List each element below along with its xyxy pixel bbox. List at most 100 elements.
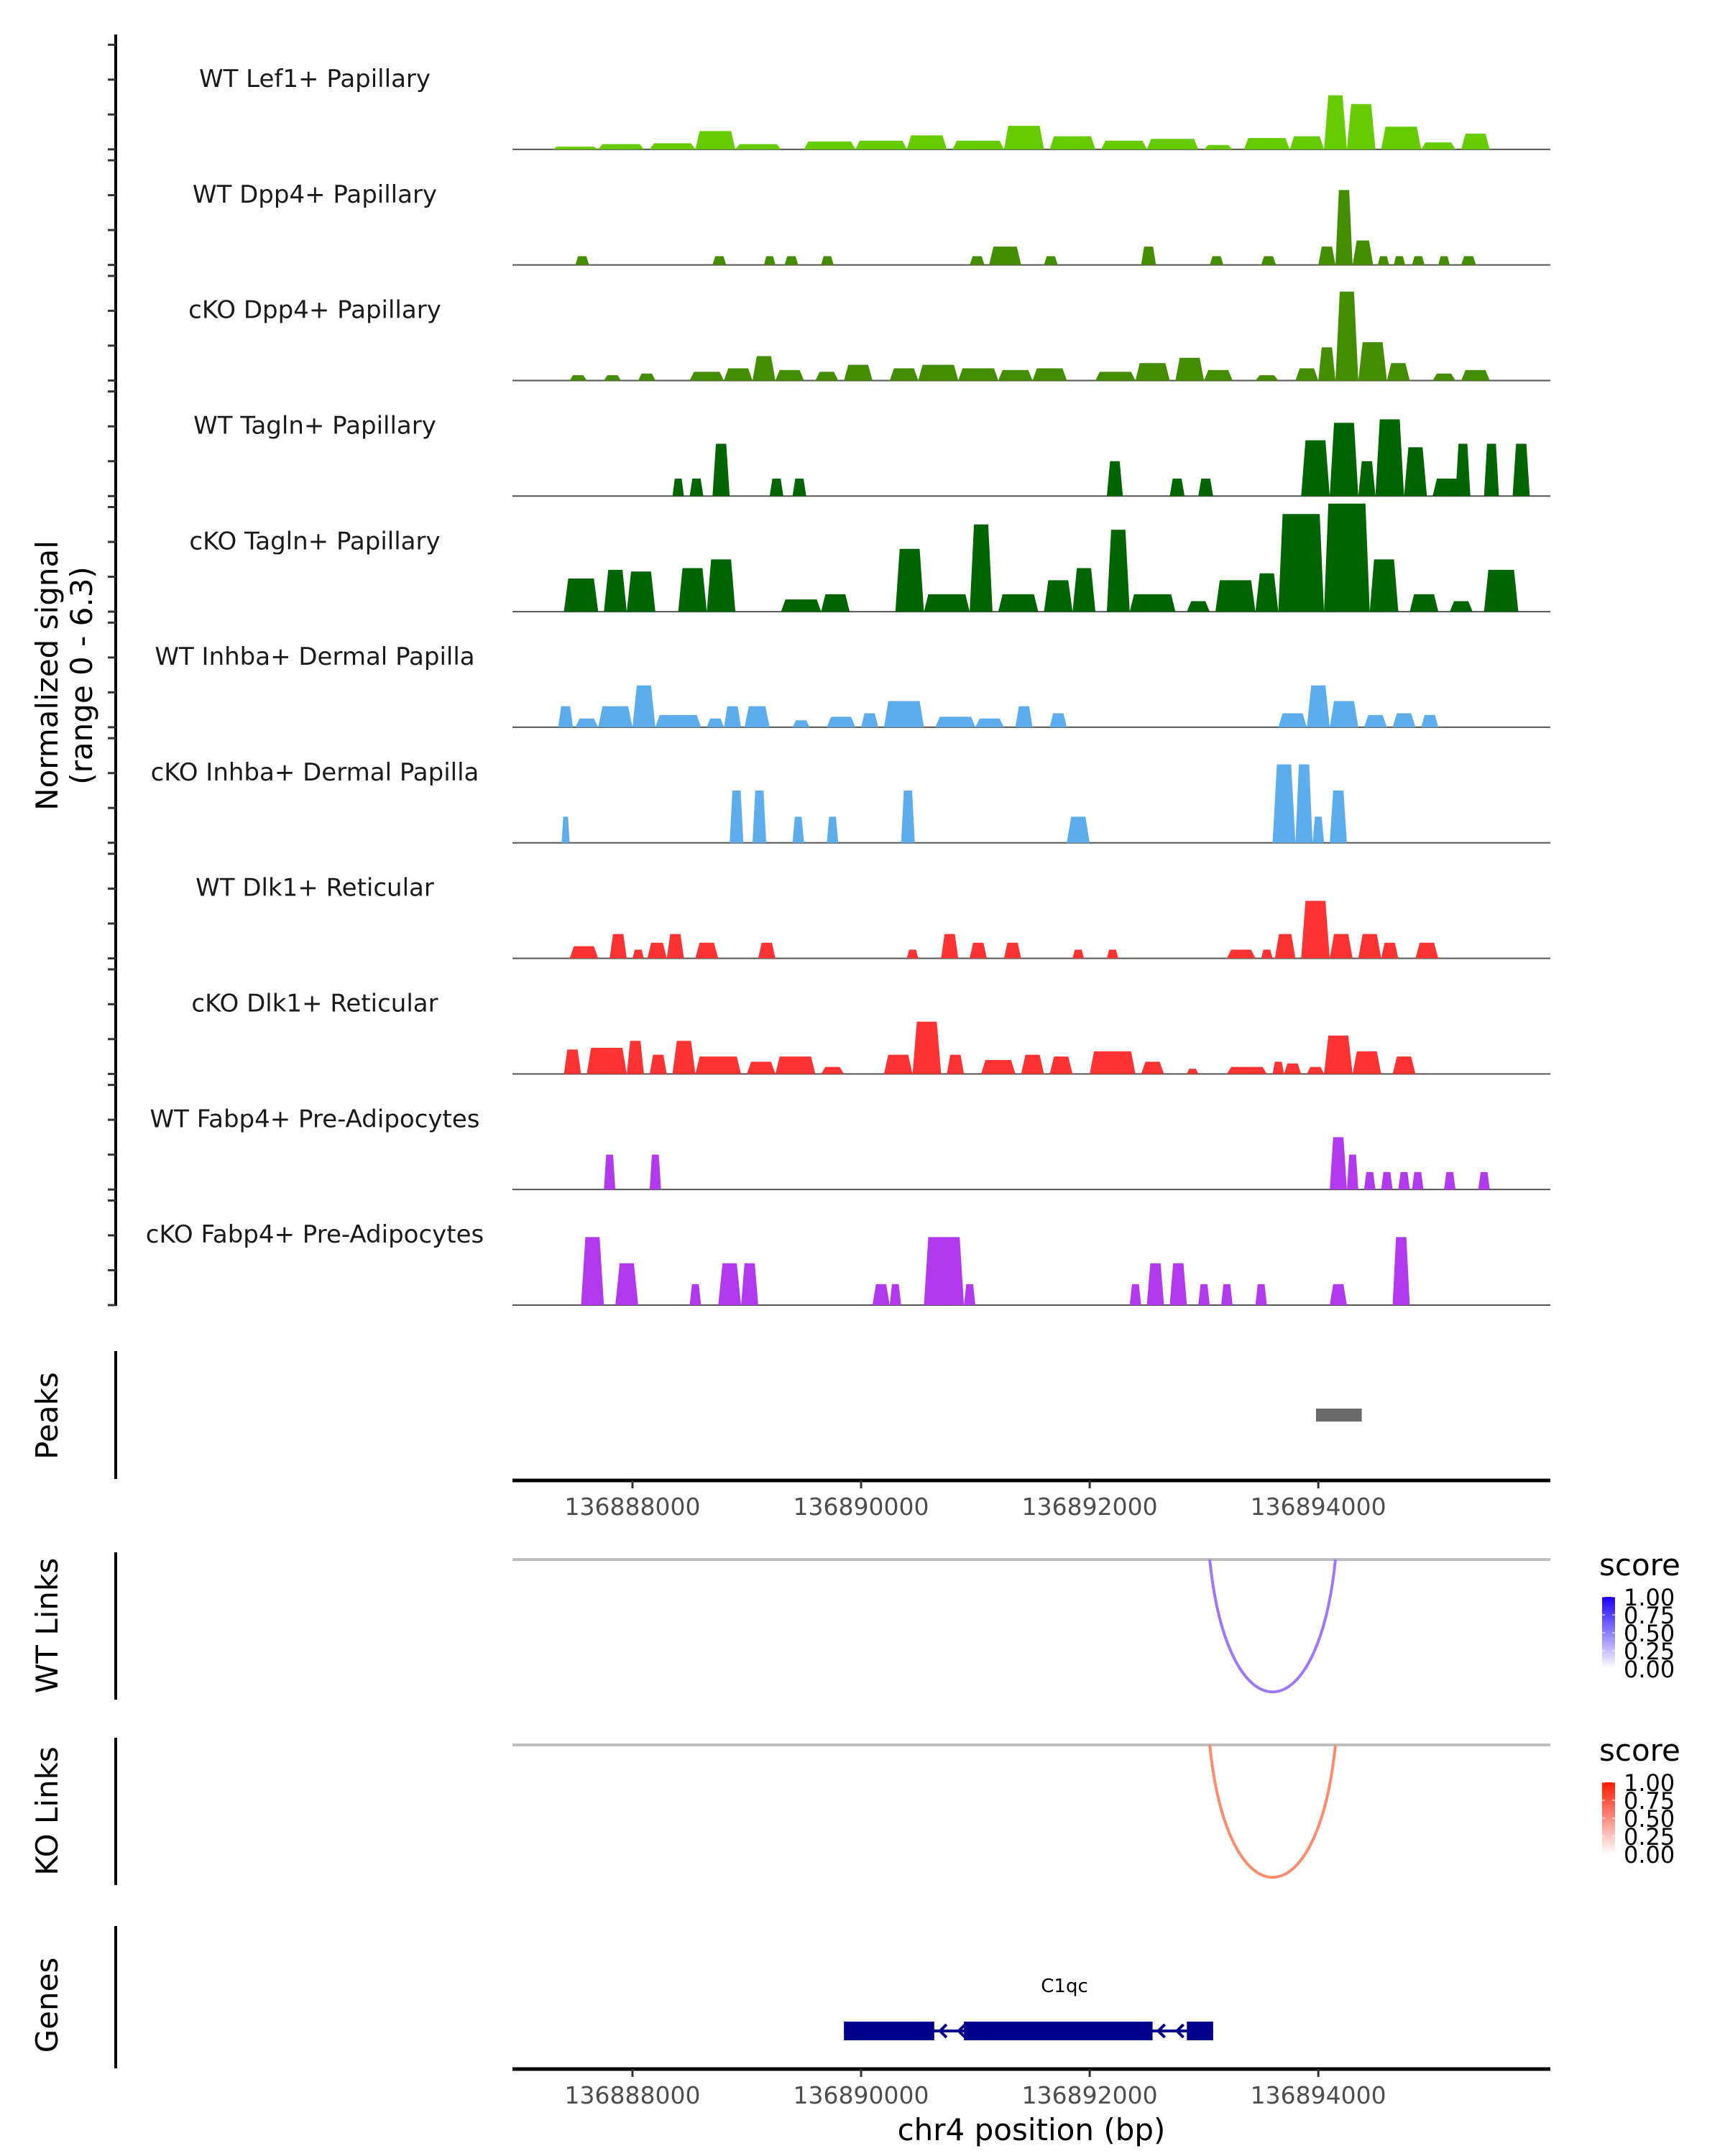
x-tick-label: 136888000 — [564, 2081, 700, 2109]
legend-colorbar — [1602, 1597, 1615, 1669]
signal-peak — [707, 559, 736, 612]
signal-peak — [889, 368, 919, 381]
signal-peak — [1289, 136, 1325, 149]
track-label: cKO Dlk1+ Reticular — [191, 990, 438, 1018]
signal-peak — [1330, 701, 1358, 727]
signal-peak — [1072, 568, 1096, 612]
signal-peak — [689, 372, 724, 381]
signal-peak — [1415, 942, 1439, 959]
signal-peak — [564, 1049, 581, 1074]
signal-peak — [1101, 140, 1147, 149]
signal-peak — [792, 720, 810, 727]
strand-arrow-icon — [956, 2023, 967, 2039]
signal-peak — [1312, 816, 1325, 843]
signal-peak — [744, 706, 770, 727]
signal-peak — [712, 443, 730, 497]
signal-peak — [1460, 133, 1490, 149]
signal-tracks: WT Lef1+ Papillary WT Dpp4+ Papillary cKO … — [146, 65, 1550, 1306]
signal-peak — [775, 1056, 816, 1074]
signal-peak — [1295, 764, 1313, 843]
signal-peak — [604, 375, 622, 381]
track-0: WT Lef1+ Papillary — [199, 65, 1550, 150]
signal-peak — [804, 141, 856, 149]
legend-colorbar — [1602, 1782, 1615, 1854]
signal-peak — [1090, 1051, 1136, 1074]
signal-peak — [958, 368, 998, 381]
signal-peak — [1141, 1061, 1164, 1074]
signal-peak — [1226, 1067, 1267, 1074]
track-label: WT Tagln+ Papillary — [193, 411, 436, 440]
signal-peak — [1274, 934, 1296, 959]
signal-peak — [1146, 1263, 1164, 1305]
legend-tick-label: 0.25 — [1624, 1638, 1675, 1665]
signal-peak — [906, 135, 947, 149]
signal-peak — [1324, 1035, 1353, 1074]
signal-peak — [730, 790, 744, 843]
signal-peak — [724, 706, 742, 727]
signal-peak — [1404, 447, 1427, 497]
signal-peak — [615, 1263, 638, 1305]
gene-exon — [844, 2022, 934, 2040]
signal-peak — [1335, 190, 1353, 265]
signal-peak — [1072, 949, 1085, 959]
links-label: KO Links — [29, 1746, 65, 1876]
gene-exon — [964, 2022, 1153, 2040]
track-1: WT Dpp4+ Papillary — [193, 180, 1550, 266]
signal-y-axis-title-line2: (range 0 - 6.3) — [64, 566, 99, 785]
signal-peak — [1512, 443, 1530, 497]
signal-peak — [1278, 713, 1307, 727]
signal-peak — [912, 1021, 942, 1074]
track-label: WT Lef1+ Papillary — [199, 65, 431, 93]
signal-peak — [1421, 142, 1456, 149]
signal-peak — [872, 1284, 890, 1305]
track-10: cKO Fabp4+ Pre-Adipocytes — [146, 1220, 1550, 1306]
legend-tick-label: 0.00 — [1624, 1656, 1675, 1683]
signal-peak — [747, 1061, 776, 1074]
signal-peak — [1146, 139, 1199, 149]
signal-peak — [1284, 1063, 1302, 1074]
legend-tick-label: 1.00 — [1624, 1769, 1675, 1797]
signal-peak — [752, 790, 767, 843]
peak-region — [1315, 1409, 1362, 1422]
x-tick-label: 136888000 — [564, 1493, 700, 1521]
signal-peak — [1049, 713, 1067, 727]
signal-peak — [1460, 369, 1490, 381]
track-9: WT Fabp4+ Pre-Adipocytes — [150, 1105, 1550, 1191]
signal-peak — [1295, 368, 1319, 381]
signal-peak — [947, 1054, 965, 1074]
signal-peak — [1129, 594, 1176, 612]
signal-peak — [941, 934, 959, 959]
signal-peak — [707, 718, 724, 727]
signal-peak — [918, 364, 959, 381]
signal-peak — [689, 1284, 702, 1305]
signal-peak — [695, 131, 736, 149]
signal-peak — [1330, 1137, 1347, 1190]
signal-peak — [586, 1047, 627, 1074]
signal-peak — [1255, 1284, 1267, 1305]
signal-peak — [1198, 1284, 1210, 1305]
signal-peak — [604, 1154, 616, 1190]
signal-peak — [569, 375, 587, 381]
signal-peak — [1358, 461, 1376, 497]
signal-peak — [712, 256, 727, 265]
signal-peak — [666, 934, 684, 959]
signal-peak — [1021, 1054, 1044, 1074]
signal-peak — [1261, 949, 1273, 959]
signal-peak — [655, 714, 702, 727]
genes-track: C1qc — [844, 1976, 1213, 2040]
signal-peak — [975, 718, 1004, 727]
track-label: cKO Inhba+ Dermal Papilla — [151, 758, 479, 787]
signal-peak — [1392, 1056, 1416, 1074]
legend-tick-label: 0.75 — [1624, 1787, 1675, 1815]
signal-peak — [1318, 347, 1336, 381]
signal-peak — [1015, 706, 1033, 727]
gene-C1qc: C1qc — [844, 1976, 1213, 2040]
signal-peak — [552, 147, 599, 149]
signal-peak — [1358, 342, 1387, 381]
signal-peak — [1450, 601, 1473, 612]
genes-label: Genes — [29, 1958, 65, 2053]
signal-peak — [1363, 714, 1387, 727]
signal-peak — [989, 247, 1021, 265]
